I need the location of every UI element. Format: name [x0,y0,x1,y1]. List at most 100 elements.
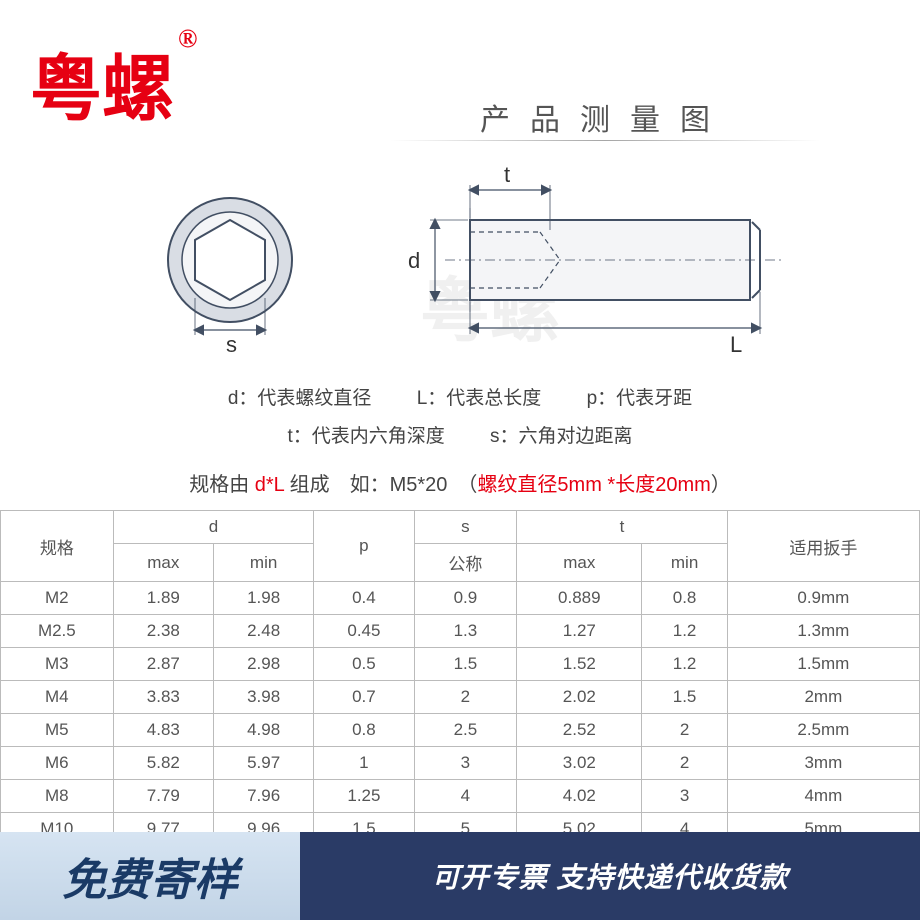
brand-name: 粤螺 [30,50,174,130]
spec-dL: d*L [255,474,284,496]
cell-dmax: 5.82 [113,747,213,780]
cell-p: 1.25 [314,780,414,813]
cell-s: 1.3 [414,615,517,648]
cell-wrench: 4mm [727,780,919,813]
cell-dmax: 4.83 [113,714,213,747]
cell-wrench: 1.5mm [727,648,919,681]
th-d-min: min [213,544,313,582]
cell-tmax: 2.02 [517,681,642,714]
cell-s: 2 [414,681,517,714]
cell-dmax: 1.89 [113,582,213,615]
title-underline [390,140,820,141]
th-t: t [517,511,728,544]
cell-dmin: 5.97 [213,747,313,780]
cell-spec: M8 [1,780,114,813]
brand-logo: 粤螺® [30,30,193,135]
table-row: M21.891.980.40.90.8890.80.9mm [1,582,920,615]
cell-wrench: 1.3mm [727,615,919,648]
cell-p: 0.45 [314,615,414,648]
legend-block: d：代表螺纹直径 L：代表总长度 p：代表牙距 t：代表内六角深度 s：六角对边… [0,380,920,456]
legend-d: d：代表螺纹直径 [228,388,372,409]
cell-tmax: 1.52 [517,648,642,681]
cell-dmax: 7.79 [113,780,213,813]
th-s: s [414,511,517,544]
th-d-max: max [113,544,213,582]
cell-tmin: 1.2 [642,648,727,681]
cell-p: 0.8 [314,714,414,747]
legend-t: t：代表内六角深度 [287,426,444,447]
legend-p: p：代表牙距 [587,388,693,409]
cell-spec: M3 [1,648,114,681]
legend-s: s：六角对边距离 [490,426,633,447]
table-row: M65.825.97133.0223mm [1,747,920,780]
spec-table: 规格 d p s t 适用扳手 max min 公称 max min M21.8… [0,510,920,846]
cell-dmin: 2.98 [213,648,313,681]
label-s: s [226,332,237,357]
cell-tmax: 3.02 [517,747,642,780]
cell-spec: M6 [1,747,114,780]
table-row: M54.834.980.82.52.5222.5mm [1,714,920,747]
table-row: M2.52.382.480.451.31.271.21.3mm [1,615,920,648]
registered-mark: ® [178,24,197,53]
cell-dmin: 2.48 [213,615,313,648]
cell-tmin: 2 [642,747,727,780]
cell-wrench: 3mm [727,747,919,780]
cell-spec: M2.5 [1,615,114,648]
th-t-max: max [517,544,642,582]
cell-wrench: 0.9mm [727,582,919,615]
spec-red2: 螺纹直径5mm *长度20mm [477,474,710,496]
label-L: L [730,332,742,357]
cell-tmin: 1.2 [642,615,727,648]
cell-tmax: 4.02 [517,780,642,813]
cell-wrench: 2.5mm [727,714,919,747]
cell-dmin: 1.98 [213,582,313,615]
table-row: M43.833.980.722.021.52mm [1,681,920,714]
product-diagram: s t d [100,160,850,360]
th-spec: 规格 [1,511,114,582]
th-t-min: min [642,544,727,582]
table-row: M87.797.961.2544.0234mm [1,780,920,813]
th-d: d [113,511,314,544]
cell-spec: M5 [1,714,114,747]
cell-p: 0.7 [314,681,414,714]
cell-tmax: 1.27 [517,615,642,648]
cell-p: 1 [314,747,414,780]
spec-suffix: ） [711,474,731,496]
cell-dmax: 2.38 [113,615,213,648]
cell-p: 0.4 [314,582,414,615]
cell-tmin: 1.5 [642,681,727,714]
cell-tmin: 3 [642,780,727,813]
cell-spec: M4 [1,681,114,714]
label-d: d [408,248,420,273]
cell-s: 4 [414,780,517,813]
cell-dmin: 4.98 [213,714,313,747]
cell-spec: M2 [1,582,114,615]
spec-format-line: 规格由 d*L 组成 如：M5*20 （螺纹直径5mm *长度20mm） [0,468,920,497]
page-title: 产品测量图 [480,95,730,139]
banner-left: 免费寄样 [0,832,300,920]
cell-wrench: 2mm [727,681,919,714]
legend-L: L：代表总长度 [417,388,542,409]
cell-dmax: 3.83 [113,681,213,714]
cell-s: 0.9 [414,582,517,615]
cell-tmin: 0.8 [642,582,727,615]
label-t: t [504,162,510,187]
cell-dmax: 2.87 [113,648,213,681]
cell-tmin: 2 [642,714,727,747]
cell-tmax: 2.52 [517,714,642,747]
cell-s: 2.5 [414,714,517,747]
bottom-banner: 免费寄样 可开专票 支持快递代收货款 [0,832,920,920]
th-s-nominal: 公称 [414,544,517,582]
cell-dmin: 3.98 [213,681,313,714]
spec-prefix: 规格由 [189,474,255,496]
spec-mid: 组成 如：M5*20 （ [284,474,477,496]
table-row: M32.872.980.51.51.521.21.5mm [1,648,920,681]
banner-right: 可开专票 支持快递代收货款 [300,832,920,920]
cell-s: 1.5 [414,648,517,681]
cell-dmin: 7.96 [213,780,313,813]
th-wrench: 适用扳手 [727,511,919,582]
cell-tmax: 0.889 [517,582,642,615]
th-p: p [314,511,414,582]
cell-s: 3 [414,747,517,780]
cell-p: 0.5 [314,648,414,681]
